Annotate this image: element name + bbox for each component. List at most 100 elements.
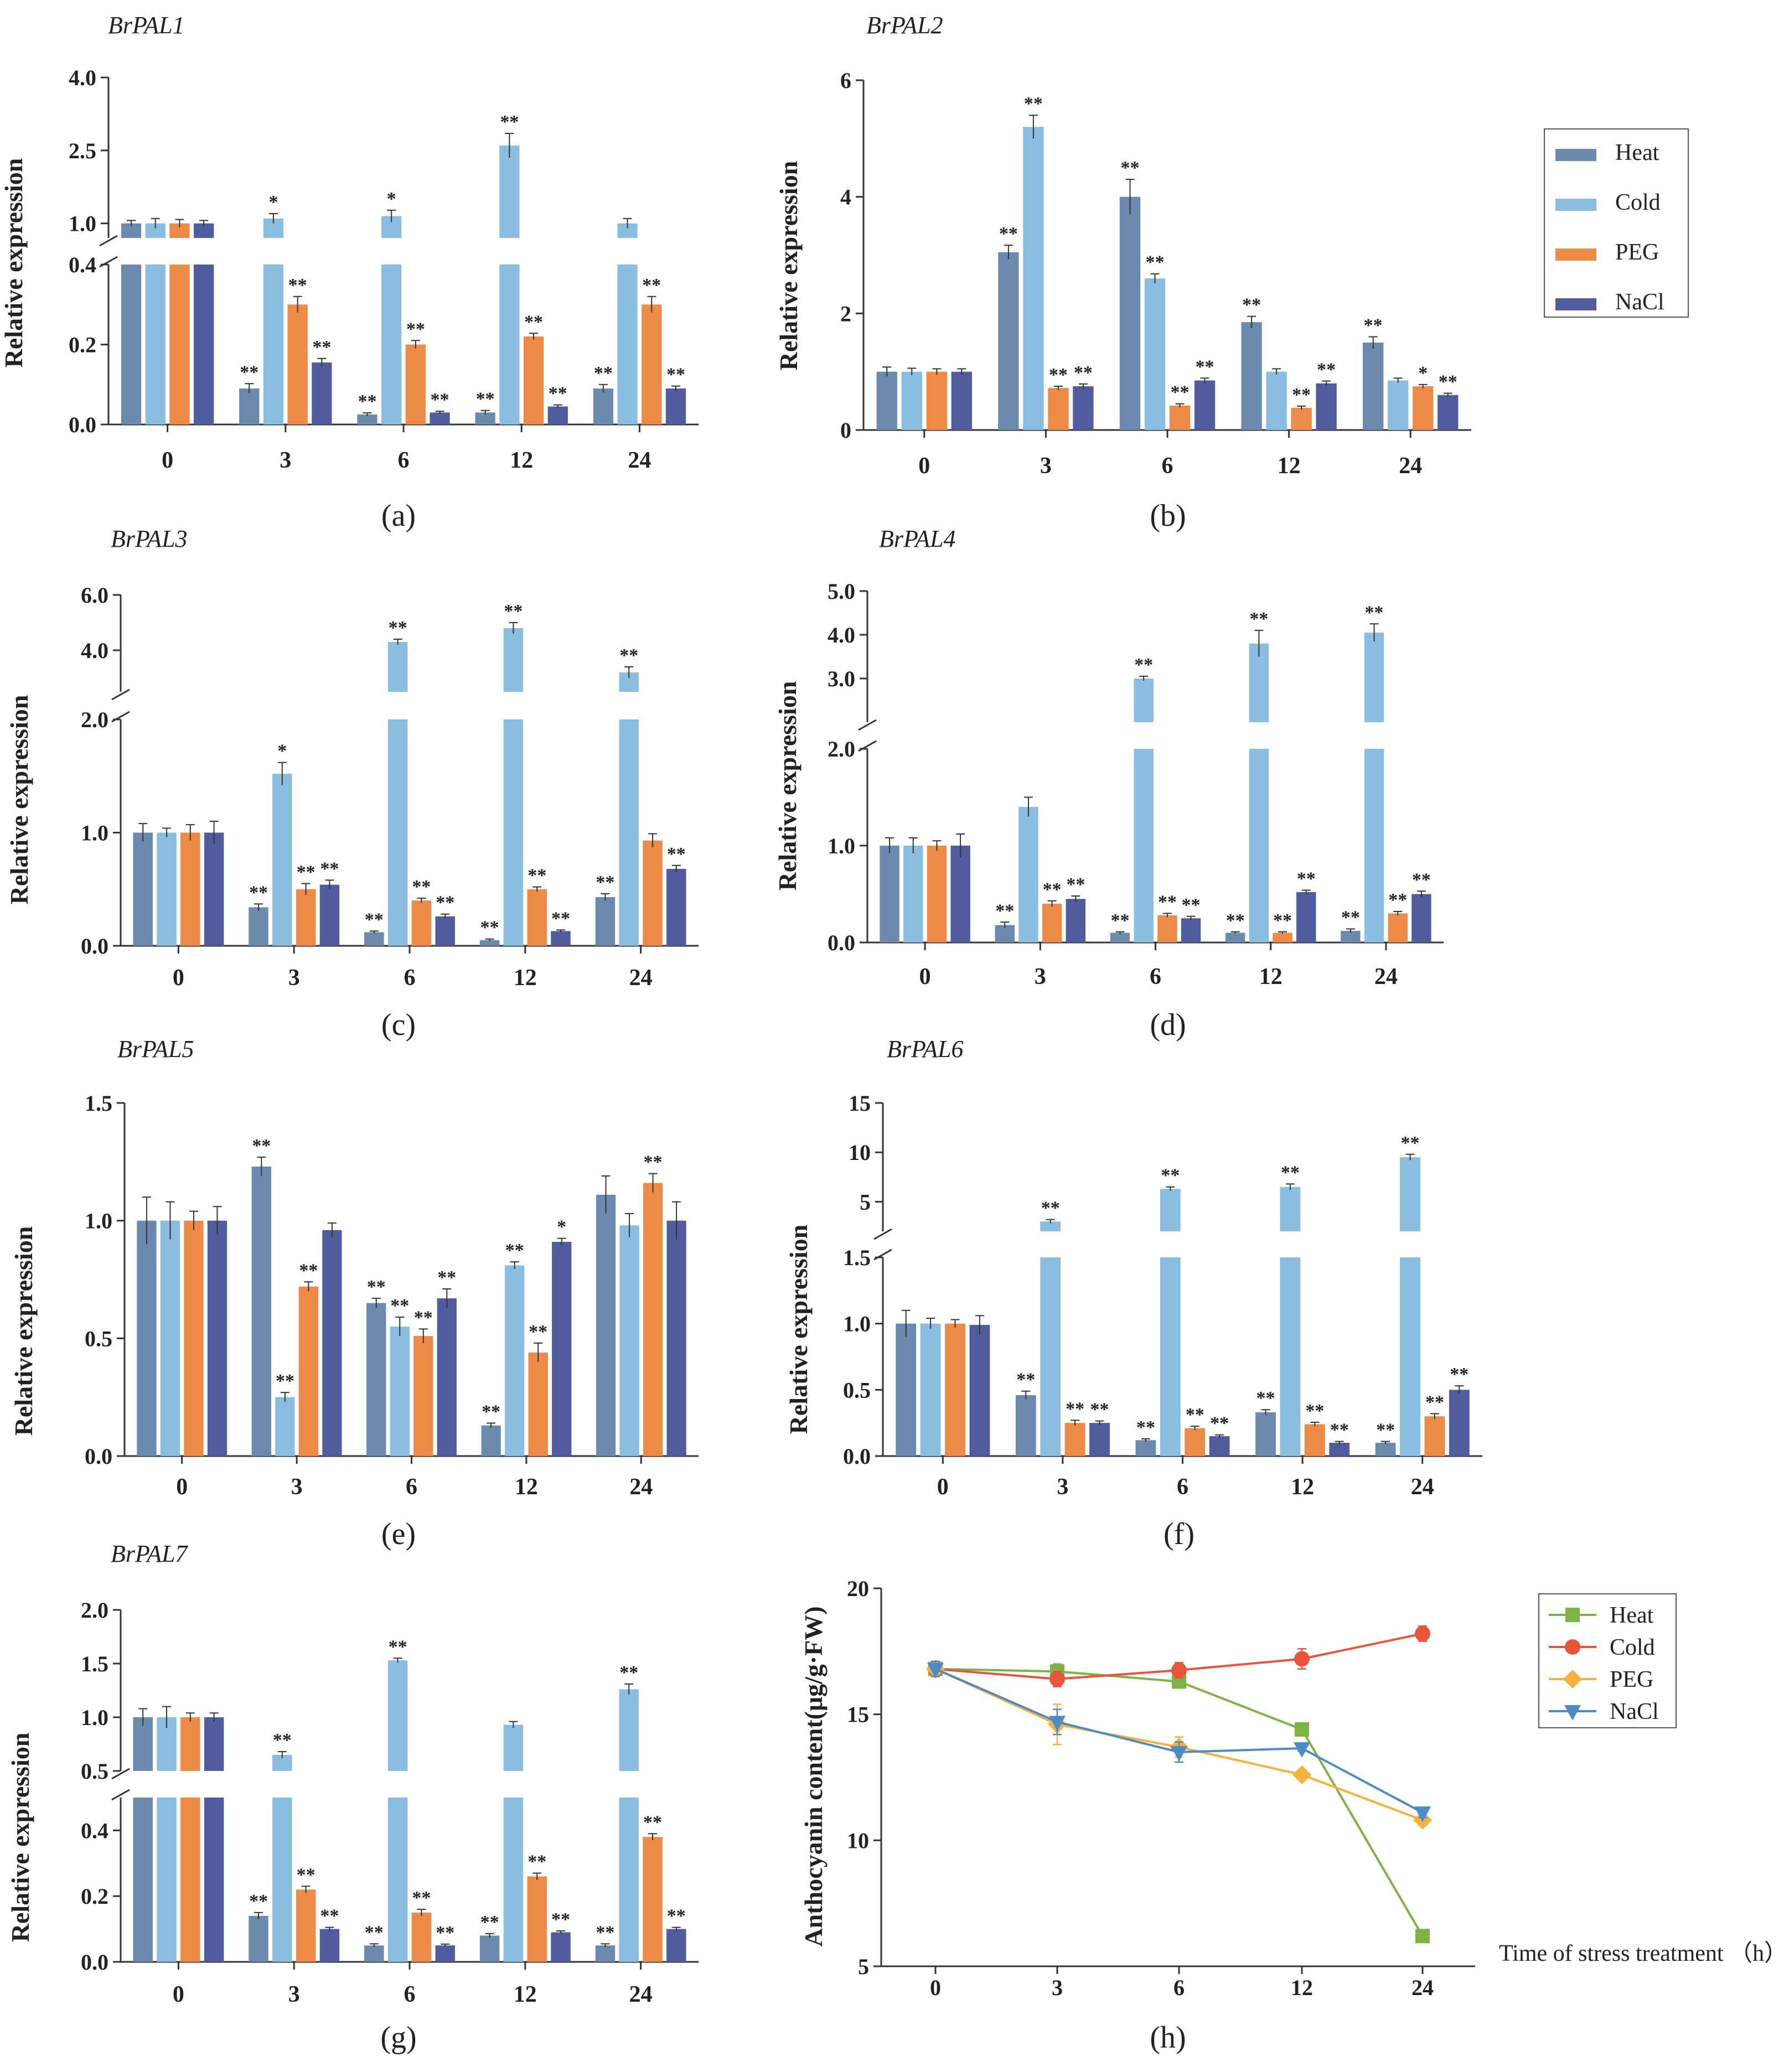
legend-label-cold: Cold	[1615, 190, 1661, 215]
significance-label: **	[1158, 892, 1177, 913]
significance-label: **	[358, 391, 376, 412]
x-tick-label: 3	[288, 965, 300, 991]
x-tick-label: 0	[173, 965, 184, 991]
significance-label: **	[551, 908, 570, 929]
y-tick-label: 0.5	[81, 1759, 108, 1784]
y-tick-label: 1.0	[85, 1209, 112, 1234]
bar-peg-0	[926, 371, 947, 430]
x-tick-label: 12	[514, 965, 537, 991]
y-tick-label: 2.0	[828, 737, 855, 762]
bar-peg-24	[1413, 386, 1434, 430]
chart-f: BrPAL6 (f) Relative expression 0.0 0.5 1.0 1.5…	[784, 1035, 1482, 1551]
significance-label: **	[643, 1812, 662, 1832]
y-tick-label: 1.0	[81, 1705, 108, 1730]
point-cold-5-3	[1294, 1651, 1310, 1667]
y-tick-label: 1.0	[843, 1312, 871, 1337]
significance-label: **	[1281, 1162, 1300, 1183]
y-tick-label: 15	[847, 1702, 869, 1727]
legend-swatch-cold	[1555, 199, 1596, 211]
significance-label: **	[1182, 895, 1201, 915]
bar-heat-6	[366, 1303, 386, 1456]
significance-label: **	[596, 872, 614, 893]
significance-label: **	[1249, 609, 1268, 629]
bar-cold-3	[1023, 127, 1044, 430]
y-tick-label: 0.2	[81, 1884, 108, 1909]
significance-label: **	[524, 312, 543, 332]
legend-marker-heat	[1565, 1608, 1580, 1622]
bar-cold-12	[503, 628, 524, 692]
bar-nacl-0	[207, 1220, 227, 1456]
y-axis-label: Relative expression	[773, 681, 802, 891]
bar-nacl-6	[1209, 1436, 1230, 1456]
bar-nacl-6	[435, 916, 455, 946]
significance-label: **	[1049, 365, 1068, 385]
x-tick-label: 12	[1291, 1975, 1313, 2000]
axis-break-mark	[111, 688, 130, 701]
y-tick-label: 4	[840, 185, 851, 210]
x-tick-label: 12	[1291, 1474, 1314, 1500]
bar-cold-24	[1364, 633, 1384, 722]
y-tick-label: 1.5	[81, 1651, 108, 1676]
significance-label: **	[480, 1912, 499, 1933]
bar-heat-12	[475, 412, 495, 424]
significance-label: *	[1418, 363, 1428, 384]
legend-frame	[1538, 1593, 1677, 1728]
significance-label: **	[528, 1852, 546, 1872]
significance-label: **	[297, 1864, 316, 1885]
bar-cold-24	[617, 265, 638, 424]
bar-nacl-24	[1438, 395, 1459, 430]
significance-label: **	[666, 365, 685, 385]
bar-peg-24	[643, 840, 663, 946]
significance-label: **	[299, 1260, 318, 1281]
y-axis-label: Relative expression	[5, 695, 33, 905]
bar-nacl-3	[312, 362, 332, 424]
y-tick-label: 0.0	[81, 934, 108, 959]
bar-cold-0	[920, 1323, 941, 1456]
bar-peg-12	[523, 336, 544, 424]
chart-title: BrPAL1	[108, 12, 185, 39]
bar-heat-6	[1110, 933, 1130, 942]
y-tick-label: 5	[860, 1189, 871, 1214]
bar-nacl-0	[204, 1717, 224, 1771]
bar-peg-24	[643, 1183, 663, 1456]
bar-nacl-0	[204, 1798, 224, 1962]
x-tick-label: 3	[1040, 453, 1052, 479]
point-nacl-5-1	[1049, 1716, 1066, 1732]
legend-label-peg: PEG	[1615, 240, 1659, 265]
y-axis-label: Relative expression	[0, 158, 28, 368]
significance-label: **	[431, 390, 449, 410]
significance-label: **	[596, 1922, 614, 1942]
x-tick-label: 12	[515, 1474, 538, 1500]
chart-h: (h) Anthocyanin content(μg/g·FW) Time of s…	[799, 1576, 1787, 2055]
significance-label: **	[367, 1277, 386, 1297]
x-tick-label: 3	[291, 1474, 303, 1500]
panel-label: (g)	[380, 2021, 416, 2055]
bar-cold-24	[1400, 1257, 1420, 1456]
bar-cold-6	[1160, 1257, 1181, 1456]
significance-label: **	[240, 362, 258, 382]
legend-label-nacl: NaCl	[1610, 1699, 1659, 1724]
bar-heat-24	[1341, 931, 1361, 942]
significance-label: **	[436, 1923, 454, 1943]
bar-nacl-12	[551, 931, 571, 946]
significance-label: *	[387, 189, 396, 209]
significance-label: **	[529, 1322, 547, 1342]
x-tick-label: 6	[404, 965, 416, 991]
x-tick-label: 6	[404, 1982, 416, 2007]
bar-cold-3	[263, 265, 284, 424]
y-tick-label: 6	[840, 68, 851, 93]
significance-label: **	[1273, 910, 1292, 931]
x-tick-label: 0	[930, 1975, 941, 2000]
significance-label: **	[389, 618, 407, 638]
bar-cold-3	[272, 1798, 292, 1962]
bar-cold-6	[1134, 749, 1154, 942]
x-tick-label: 24	[1411, 1474, 1434, 1500]
chart-title: BrPAL7	[111, 1540, 189, 1567]
bar-cold-6	[387, 1798, 408, 1962]
bar-peg-12	[1291, 407, 1312, 430]
bar-nacl-3	[1073, 386, 1094, 430]
panel-label: (h)	[1150, 2021, 1186, 2055]
significance-label: **	[1043, 879, 1062, 900]
y-tick-label: 0.0	[828, 930, 855, 955]
y-tick-label: 5.0	[828, 579, 855, 604]
